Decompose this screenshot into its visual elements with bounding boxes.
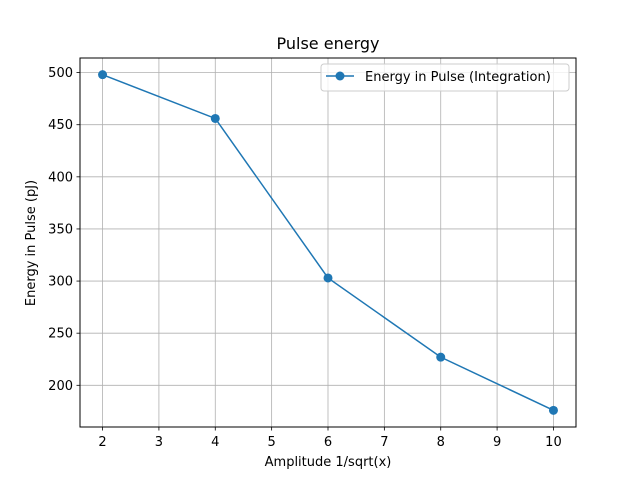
data-point — [548, 405, 558, 415]
y-tick-label: 450 — [48, 118, 73, 133]
legend: Energy in Pulse (Integration) — [320, 63, 570, 92]
chart-title: Pulse energy — [277, 34, 380, 53]
legend-marker-swatch — [335, 71, 345, 81]
y-tick-label: 500 — [48, 66, 73, 81]
y-tick-label: 200 — [48, 379, 73, 394]
legend-label: Energy in Pulse (Integration) — [365, 70, 551, 85]
y-tick-label: 250 — [48, 327, 73, 342]
legend-box — [320, 63, 570, 92]
data-point — [436, 352, 446, 362]
y-axis-title: Energy in Pulse (pJ) — [24, 180, 39, 306]
x-tick-label: 9 — [493, 435, 501, 450]
x-axis: 2 3 4 5 6 7 8 9 10 — [98, 427, 562, 450]
x-tick-label: 8 — [437, 435, 445, 450]
y-axis: 200 250 300 350 400 450 500 — [48, 66, 80, 394]
data-point — [323, 273, 333, 283]
y-tick-label: 350 — [48, 222, 73, 237]
series-layer — [98, 70, 558, 415]
data-point — [98, 70, 108, 80]
x-tick-label: 5 — [267, 435, 275, 450]
x-tick-label: 7 — [380, 435, 388, 450]
x-tick-label: 10 — [545, 435, 562, 450]
x-tick-label: 2 — [98, 435, 106, 450]
y-tick-label: 400 — [48, 170, 73, 185]
x-tick-label: 4 — [211, 435, 219, 450]
x-tick-label: 6 — [324, 435, 332, 450]
data-point — [210, 113, 220, 123]
y-tick-label: 300 — [48, 275, 73, 290]
x-tick-label: 3 — [155, 435, 163, 450]
x-axis-title: Amplitude 1/sqrt(x) — [265, 455, 392, 470]
